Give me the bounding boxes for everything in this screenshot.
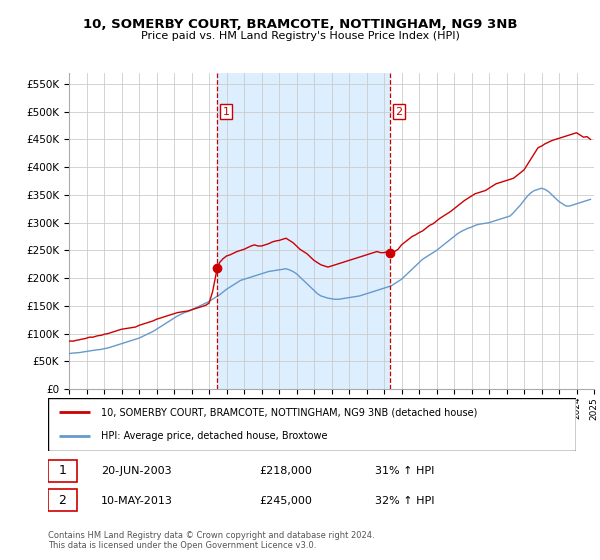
Text: Contains HM Land Registry data © Crown copyright and database right 2024.
This d: Contains HM Land Registry data © Crown c… <box>48 531 374 550</box>
Text: 32% ↑ HPI: 32% ↑ HPI <box>376 496 435 506</box>
Text: 1: 1 <box>223 106 229 116</box>
Text: 31% ↑ HPI: 31% ↑ HPI <box>376 466 435 476</box>
FancyBboxPatch shape <box>48 460 77 482</box>
Text: 2: 2 <box>59 494 67 507</box>
Text: 10, SOMERBY COURT, BRAMCOTE, NOTTINGHAM, NG9 3NB: 10, SOMERBY COURT, BRAMCOTE, NOTTINGHAM,… <box>83 18 517 31</box>
Text: 1: 1 <box>59 464 67 478</box>
Text: £218,000: £218,000 <box>259 466 312 476</box>
FancyBboxPatch shape <box>48 489 77 511</box>
Bar <box>217 73 390 389</box>
Text: Price paid vs. HM Land Registry's House Price Index (HPI): Price paid vs. HM Land Registry's House … <box>140 31 460 41</box>
Text: 20-JUN-2003: 20-JUN-2003 <box>101 466 172 476</box>
Text: £245,000: £245,000 <box>259 496 312 506</box>
Text: 10-MAY-2013: 10-MAY-2013 <box>101 496 173 506</box>
Text: 2: 2 <box>395 106 403 116</box>
Text: 10, SOMERBY COURT, BRAMCOTE, NOTTINGHAM, NG9 3NB (detached house): 10, SOMERBY COURT, BRAMCOTE, NOTTINGHAM,… <box>101 408 477 418</box>
FancyBboxPatch shape <box>48 398 576 451</box>
Text: HPI: Average price, detached house, Broxtowe: HPI: Average price, detached house, Brox… <box>101 431 328 441</box>
